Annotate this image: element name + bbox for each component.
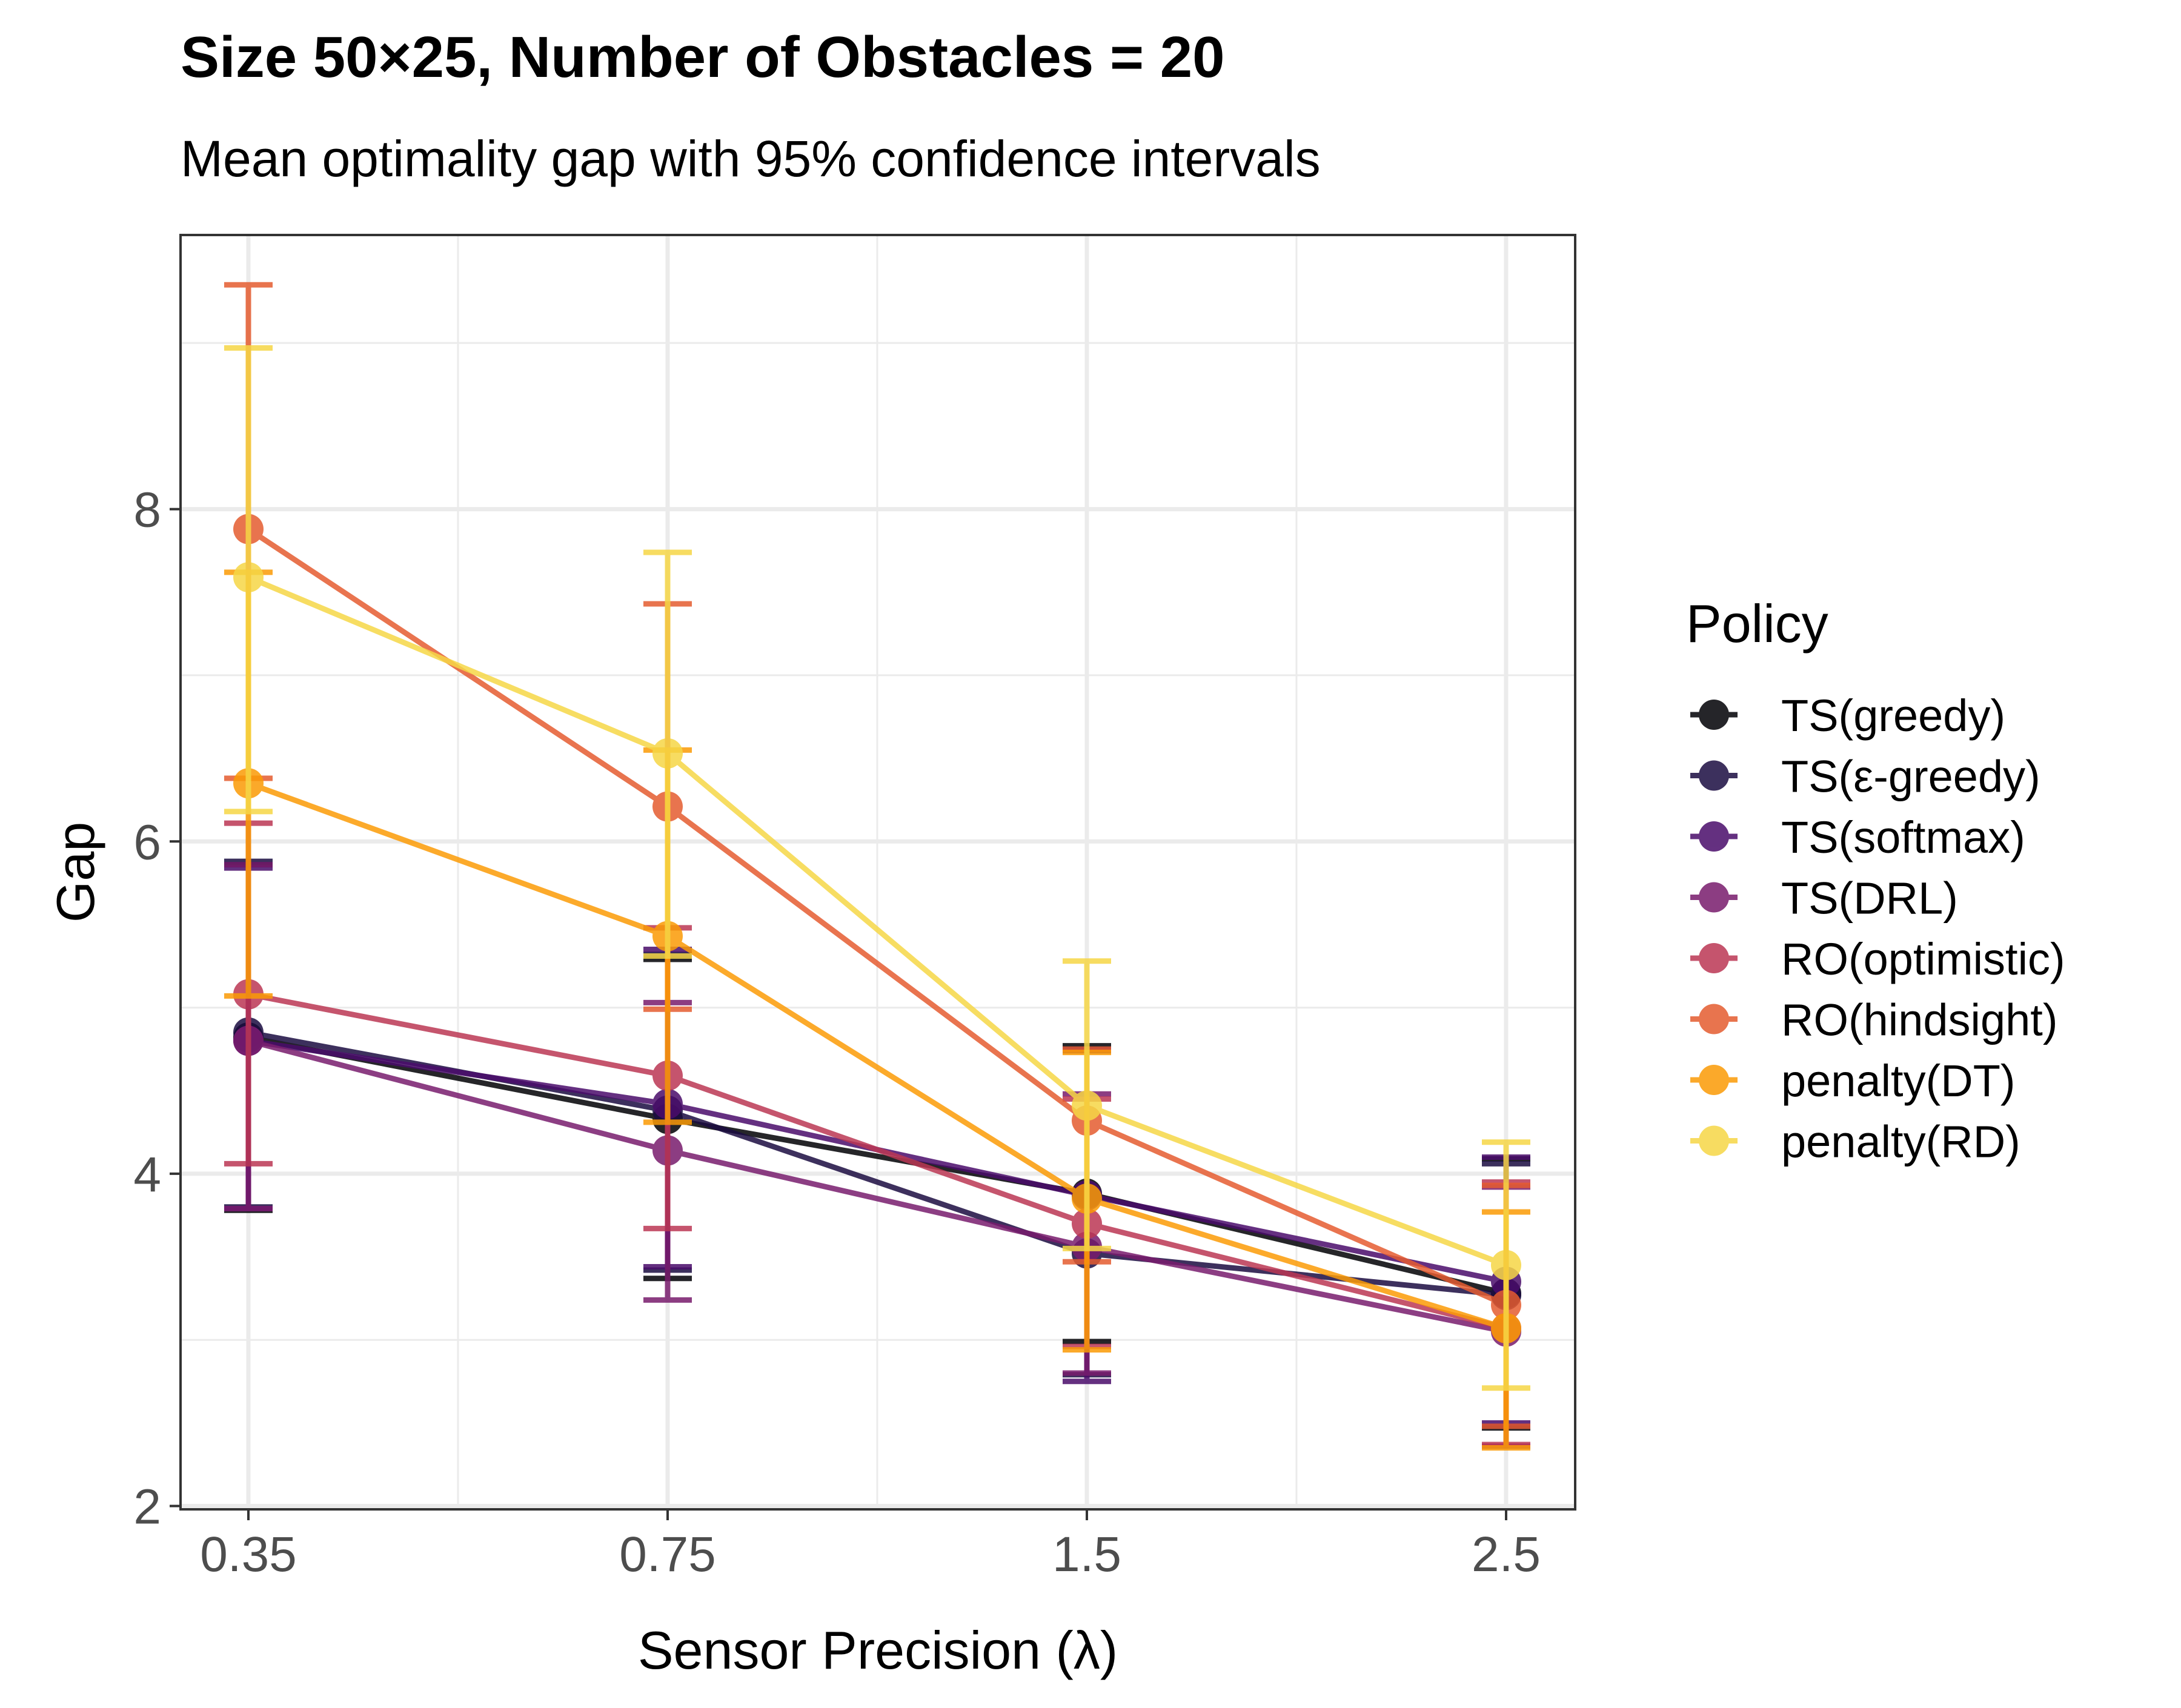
series-line: [248, 1034, 1507, 1296]
plot-border: [179, 234, 1576, 1511]
series-layer: [224, 282, 1530, 1451]
data-point: [233, 562, 264, 593]
legend-key-1: [1690, 760, 1738, 791]
y-tick-label: 2: [133, 1480, 161, 1535]
legend-label: TS(ε-greedy): [1781, 752, 2040, 802]
legend-key-point: [1699, 943, 1729, 973]
legend-key-0: [1690, 700, 1738, 730]
legend-key-point: [1699, 760, 1729, 791]
chart-title: Size 50×25, Number of Obstacles = 20: [181, 25, 1225, 90]
legend-label: RO(hindsight): [1781, 995, 2058, 1045]
legend-key-5: [1690, 1004, 1738, 1034]
series-line: [247, 574, 1507, 1268]
legend-key-point: [1699, 700, 1729, 730]
legend-key-7: [1690, 1125, 1738, 1156]
data-point: [1072, 1090, 1102, 1121]
legend-title: Policy: [1686, 594, 1828, 654]
series-line: [248, 991, 1507, 1331]
legend-label: TS(greedy): [1781, 690, 2005, 741]
x-axis-title: Sensor Precision (λ): [638, 1620, 1118, 1680]
legend-label: penalty(DT): [1781, 1056, 2016, 1106]
legend-key-3: [1690, 882, 1738, 913]
x-tick-label: 0.75: [619, 1527, 716, 1582]
y-tick-label: 4: [133, 1147, 161, 1202]
legend-label: RO(optimistic): [1781, 934, 2065, 984]
legend: Policy TS(greedy) TS(ε-greedy) TS(softmax) T…: [1686, 594, 2065, 1167]
legend-key-point: [1699, 1125, 1729, 1156]
series-7: [224, 345, 1530, 1391]
axis-layer: 2 4 6 8 0.35 0.75 1.5 2.5 Sensor Precision (λ) Ga…: [45, 234, 1576, 1680]
series-line: [247, 1038, 1507, 1334]
data-point: [652, 738, 683, 769]
data-point: [1491, 1250, 1521, 1280]
x-tick-label: 1.5: [1052, 1527, 1121, 1582]
legend-label: TS(DRL): [1781, 873, 1958, 924]
y-axis-title: Gap: [45, 822, 105, 922]
x-tick-label: 0.35: [200, 1527, 297, 1582]
legend-key-2: [1690, 821, 1738, 852]
legend-key-point: [1699, 882, 1729, 913]
legend-key-point: [1699, 1004, 1729, 1034]
grid-layer: [181, 235, 1575, 1509]
legend-label: TS(softmax): [1781, 812, 2025, 862]
y-tick-label: 6: [133, 815, 161, 870]
legend-key-point: [1699, 1065, 1729, 1095]
series-line: [247, 781, 1507, 1331]
legend-key-6: [1690, 1065, 1738, 1095]
chart-subtitle: Mean optimality gap with 95% confidence …: [181, 130, 1321, 187]
legend-key-point: [1699, 821, 1729, 852]
legend-label: penalty(RD): [1781, 1117, 2020, 1167]
legend-key-4: [1690, 943, 1738, 973]
x-tick-label: 2.5: [1472, 1527, 1541, 1582]
y-tick-label: 8: [133, 483, 161, 538]
